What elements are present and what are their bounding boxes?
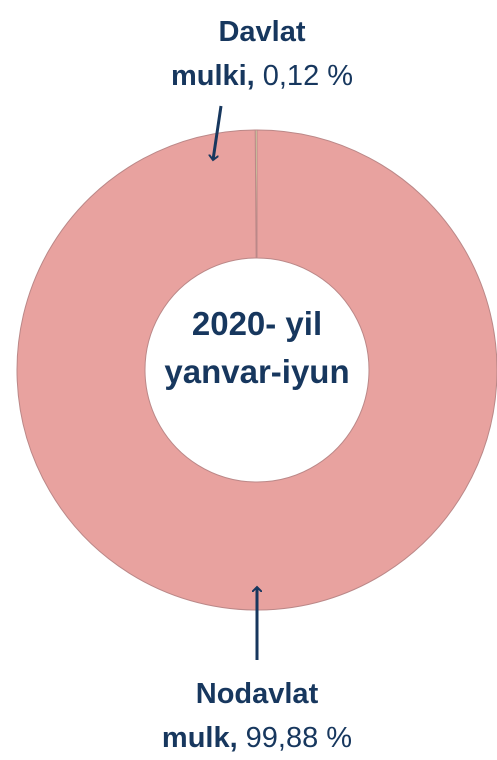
slice-label: Davlat mulki, 0,12 % xyxy=(112,10,412,98)
slice-label: Nodavlat mulk, 99,88 % xyxy=(107,672,407,760)
center-label: 2020- yil yanvar-iyun xyxy=(164,305,350,390)
slices xyxy=(16,129,497,611)
arrow xyxy=(213,105,223,160)
category-label: Davlat mulki, xyxy=(170,16,306,92)
value-label: 0,12 % xyxy=(262,60,354,92)
value-label: 99,88 % xyxy=(245,722,353,754)
category-label: Nodavlat mulk, xyxy=(161,678,319,754)
slice xyxy=(16,129,497,611)
